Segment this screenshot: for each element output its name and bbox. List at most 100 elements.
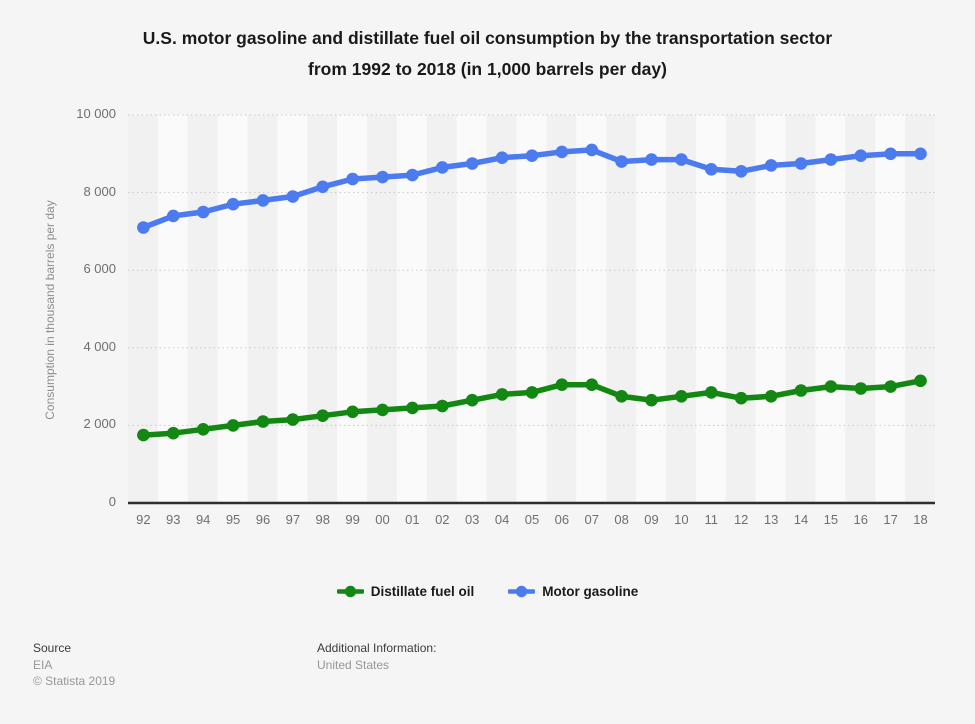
plot-stripe bbox=[875, 115, 906, 503]
data-point bbox=[465, 157, 479, 170]
x-tick-label: 08 bbox=[614, 512, 629, 527]
data-point bbox=[645, 393, 658, 407]
y-tick-label: 10 000 bbox=[76, 106, 116, 121]
data-point bbox=[256, 415, 270, 428]
x-tick-label: 95 bbox=[225, 512, 241, 527]
data-point bbox=[794, 157, 808, 170]
data-point bbox=[406, 401, 419, 415]
footer-additional-information: Additional Information: United States bbox=[317, 640, 436, 673]
x-tick-label: 13 bbox=[763, 512, 779, 527]
x-tick-label: 04 bbox=[494, 512, 510, 527]
data-point bbox=[346, 172, 359, 186]
x-tick-label: 94 bbox=[195, 512, 211, 527]
data-point bbox=[824, 380, 838, 393]
legend-item: Distillate fuel oil bbox=[336, 584, 474, 599]
plot-stripe bbox=[636, 115, 667, 503]
plot-stripe bbox=[845, 115, 876, 503]
plot-stripe bbox=[426, 115, 457, 503]
y-tick-label: 0 bbox=[108, 494, 116, 509]
data-point bbox=[316, 409, 329, 423]
data-point bbox=[734, 165, 748, 178]
legend-marker-icon bbox=[336, 585, 364, 597]
y-tick-label: 8 000 bbox=[83, 183, 116, 199]
plot-stripe bbox=[247, 115, 278, 503]
legend-item: Motor gasoline bbox=[508, 584, 638, 599]
data-point bbox=[615, 155, 628, 168]
data-point bbox=[346, 405, 359, 419]
data-point bbox=[286, 190, 300, 203]
data-point bbox=[196, 423, 210, 436]
plot-stripe bbox=[277, 115, 308, 503]
data-point bbox=[645, 153, 658, 166]
x-tick-label: 12 bbox=[733, 512, 749, 527]
data-point bbox=[555, 145, 569, 159]
x-tick-label: 01 bbox=[405, 512, 420, 527]
data-point bbox=[137, 221, 150, 234]
data-point bbox=[764, 159, 778, 172]
data-point bbox=[436, 161, 449, 174]
data-point bbox=[495, 388, 509, 401]
plot-stripe bbox=[128, 115, 158, 503]
plot-stripe bbox=[187, 115, 218, 503]
data-point bbox=[495, 151, 509, 164]
data-point bbox=[854, 382, 868, 395]
data-point bbox=[884, 147, 897, 161]
x-tick-label: 10 bbox=[674, 512, 689, 527]
x-tick-label: 92 bbox=[136, 512, 151, 527]
x-tick-label: 06 bbox=[554, 512, 570, 527]
additional-information-value: United States bbox=[317, 657, 390, 672]
y-axis-title: Consumption in thousand barrels per day bbox=[43, 200, 57, 420]
data-point bbox=[167, 209, 180, 223]
data-point bbox=[615, 390, 628, 403]
plot-stripe bbox=[217, 115, 248, 503]
data-point bbox=[286, 413, 300, 426]
x-tick-label: 00 bbox=[375, 512, 390, 527]
data-point bbox=[256, 194, 270, 207]
x-tick-label: 14 bbox=[793, 512, 809, 527]
data-point bbox=[226, 197, 240, 211]
data-point bbox=[196, 205, 210, 219]
data-point bbox=[585, 143, 599, 157]
data-point bbox=[705, 163, 718, 176]
data-point bbox=[914, 374, 927, 388]
data-point bbox=[316, 180, 329, 194]
legend-marker-icon bbox=[508, 585, 536, 597]
plot-stripe bbox=[486, 115, 517, 503]
data-point bbox=[675, 390, 688, 403]
plot-stripe bbox=[725, 115, 756, 503]
x-tick-label: 93 bbox=[166, 512, 181, 527]
data-point bbox=[705, 386, 718, 399]
data-point bbox=[406, 168, 419, 182]
plot-stripe bbox=[785, 115, 816, 503]
x-tick-label: 97 bbox=[285, 512, 301, 527]
chart-title: U.S. motor gasoline and distillate fuel … bbox=[0, 23, 975, 85]
plot-stripe bbox=[546, 115, 577, 503]
chart-title-line1: U.S. motor gasoline and distillate fuel … bbox=[142, 28, 833, 48]
plot-stripe bbox=[606, 115, 637, 503]
x-tick-label: 15 bbox=[823, 512, 839, 527]
source-label: Source bbox=[33, 641, 72, 655]
x-tick-label: 02 bbox=[435, 512, 450, 527]
footer-source: Source EIA © Statista 2019 bbox=[33, 640, 115, 690]
data-point bbox=[734, 391, 748, 405]
x-tick-label: 99 bbox=[345, 512, 360, 527]
y-tick-label: 4 000 bbox=[83, 338, 116, 354]
x-tick-label: 18 bbox=[913, 512, 928, 527]
data-point bbox=[376, 170, 389, 184]
x-tick-label: 09 bbox=[644, 512, 659, 527]
source-value: EIA bbox=[33, 657, 53, 672]
chart-title-line2: from 1992 to 2018 (in 1,000 barrels per … bbox=[308, 59, 667, 79]
x-tick-label: 96 bbox=[255, 512, 271, 527]
data-point bbox=[167, 426, 180, 440]
x-tick-label: 05 bbox=[524, 512, 540, 527]
plot-stripe bbox=[456, 115, 487, 503]
additional-information-label: Additional Information: bbox=[317, 641, 437, 655]
legend: Distillate fuel oil Motor gasoline bbox=[0, 580, 975, 602]
x-tick-label: 16 bbox=[853, 512, 868, 527]
x-tick-label: 98 bbox=[315, 512, 330, 527]
data-point bbox=[525, 386, 539, 399]
plot-stripe bbox=[666, 115, 696, 503]
plot-stripe bbox=[516, 115, 547, 503]
line-chart-plot bbox=[128, 114, 935, 505]
plot-stripe bbox=[905, 115, 935, 503]
